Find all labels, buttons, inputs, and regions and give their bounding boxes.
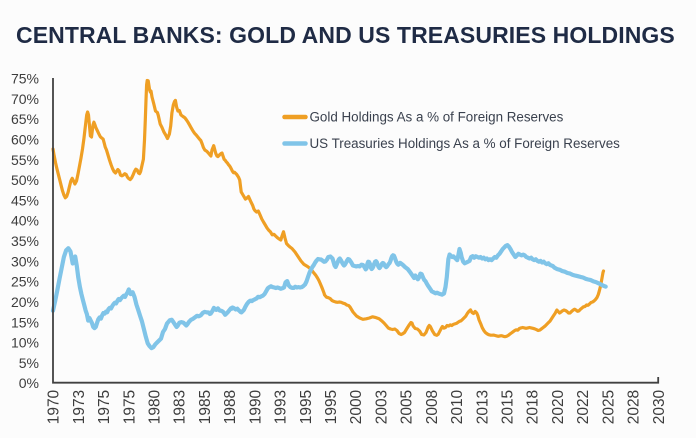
svg-text:2020: 2020 <box>550 389 567 424</box>
svg-text:1973: 1973 <box>71 390 88 424</box>
svg-text:50%: 50% <box>11 172 39 188</box>
svg-text:1990: 1990 <box>247 389 264 424</box>
svg-text:1975: 1975 <box>96 390 113 424</box>
svg-text:1975: 1975 <box>121 390 138 424</box>
svg-text:1980: 1980 <box>147 389 164 424</box>
svg-text:US Treasuries Holdings As a %: US Treasuries Holdings As a % of Foreign… <box>310 136 621 151</box>
svg-text:2022: 2022 <box>575 390 592 424</box>
svg-text:CENTRAL BANKS: GOLD AND US TRE: CENTRAL BANKS: GOLD AND US TREASURIES HO… <box>16 22 675 48</box>
svg-text:1995: 1995 <box>298 390 315 424</box>
svg-text:2005: 2005 <box>399 390 416 424</box>
svg-text:70%: 70% <box>11 91 39 107</box>
svg-text:2010: 2010 <box>449 389 466 424</box>
svg-text:Gold Holdings As a % of Foreig: Gold Holdings As a % of Foreign Reserves <box>310 110 564 125</box>
svg-text:2025: 2025 <box>600 390 617 424</box>
svg-text:65%: 65% <box>11 111 39 127</box>
svg-text:20%: 20% <box>11 294 39 310</box>
svg-text:15%: 15% <box>11 314 39 330</box>
svg-text:55%: 55% <box>11 152 39 168</box>
svg-text:10%: 10% <box>11 335 39 351</box>
svg-text:0%: 0% <box>19 375 39 391</box>
svg-text:2015: 2015 <box>500 390 517 424</box>
svg-text:25%: 25% <box>11 274 39 290</box>
svg-text:5%: 5% <box>19 355 39 371</box>
svg-text:75%: 75% <box>11 71 39 87</box>
svg-text:30%: 30% <box>11 253 39 269</box>
svg-text:1993: 1993 <box>273 390 290 424</box>
svg-text:1985: 1985 <box>197 390 214 424</box>
svg-text:1995: 1995 <box>323 390 340 424</box>
svg-text:40%: 40% <box>11 213 39 229</box>
svg-text:2030: 2030 <box>651 389 668 424</box>
svg-text:2003: 2003 <box>373 390 390 424</box>
svg-text:2013: 2013 <box>474 390 491 424</box>
svg-text:1970: 1970 <box>46 389 63 424</box>
svg-text:45%: 45% <box>11 192 39 208</box>
svg-text:2000: 2000 <box>348 389 365 424</box>
svg-text:1983: 1983 <box>172 390 189 424</box>
svg-text:35%: 35% <box>11 233 39 249</box>
svg-text:2018: 2018 <box>525 390 542 424</box>
svg-text:2028: 2028 <box>626 390 643 424</box>
svg-text:1988: 1988 <box>222 390 239 424</box>
svg-text:60%: 60% <box>11 131 39 147</box>
svg-text:2008: 2008 <box>424 390 441 424</box>
